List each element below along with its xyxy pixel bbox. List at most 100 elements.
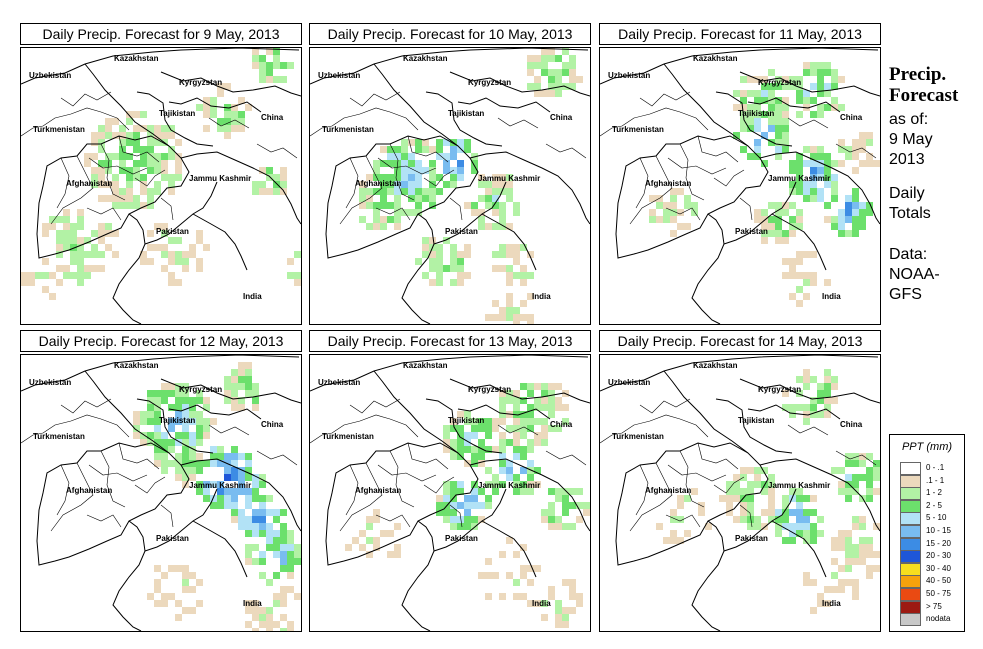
- precip-cell: [154, 132, 161, 139]
- precip-cell: [266, 174, 273, 181]
- precip-cell: [196, 265, 203, 272]
- precip-cell: [359, 202, 366, 209]
- boundary-line: [423, 476, 455, 494]
- precip-cell: [831, 467, 838, 474]
- precip-cell: [175, 453, 182, 460]
- precip-cell: [175, 279, 182, 286]
- precip-cell: [492, 209, 499, 216]
- boundary-line: [168, 97, 262, 113]
- precip-cell: [245, 383, 252, 390]
- precip-cell: [105, 167, 112, 174]
- precip-cell: [859, 523, 866, 530]
- precip-cell: [485, 446, 492, 453]
- precip-cell: [273, 530, 280, 537]
- precip-cell: [803, 495, 810, 502]
- precip-cell: [768, 111, 775, 118]
- precip-cell: [415, 258, 422, 265]
- precip-cell: [768, 216, 775, 223]
- precip-cell: [154, 181, 161, 188]
- precip-cell: [817, 104, 824, 111]
- precip-cell: [873, 488, 880, 495]
- precip-cell: [520, 425, 527, 432]
- precip-cell: [733, 132, 740, 139]
- precip-cell: [140, 174, 147, 181]
- precip-cell: [154, 432, 161, 439]
- precip-cell: [649, 195, 656, 202]
- precip-cell: [576, 516, 583, 523]
- precip-cell: [555, 600, 562, 607]
- precip-cell: [380, 223, 387, 230]
- boundary-line: [407, 135, 449, 163]
- precip-cell: [422, 272, 429, 279]
- precip-cell: [408, 209, 415, 216]
- precip-cell: [63, 230, 70, 237]
- precip-cell: [154, 404, 161, 411]
- precip-cell: [457, 139, 464, 146]
- precip-cell: [245, 453, 252, 460]
- precip-cell: [133, 146, 140, 153]
- precip-cell: [824, 586, 831, 593]
- precip-cell: [817, 195, 824, 202]
- precip-cell: [210, 97, 217, 104]
- precip-cell: [401, 181, 408, 188]
- precip-cell: [852, 230, 859, 237]
- precip-cell: [252, 558, 259, 565]
- precip-cell: [555, 383, 562, 390]
- precip-cell: [866, 565, 873, 572]
- precip-cell: [754, 125, 761, 132]
- boundary-line: [423, 169, 455, 187]
- precip-cell: [154, 418, 161, 425]
- precip-cell: [782, 516, 789, 523]
- precip-cell: [266, 530, 273, 537]
- boundary-line: [497, 424, 539, 436]
- precip-cell: [429, 174, 436, 181]
- precip-cell: [203, 495, 210, 502]
- precip-cell: [520, 544, 527, 551]
- precip-cell: [562, 69, 569, 76]
- precip-cell: [527, 439, 534, 446]
- precip-cell: [238, 516, 245, 523]
- precip-cell: [70, 258, 77, 265]
- precip-cell: [266, 509, 273, 516]
- precip-cell: [670, 509, 677, 516]
- precip-cell: [810, 376, 817, 383]
- precip-cell: [740, 125, 747, 132]
- precip-cell: [394, 209, 401, 216]
- precip-cell: [287, 628, 294, 631]
- precip-cell: [182, 474, 189, 481]
- precip-cell: [775, 97, 782, 104]
- precip-cell: [803, 293, 810, 300]
- precip-cell: [803, 160, 810, 167]
- precip-cell: [161, 453, 168, 460]
- precip-cell: [520, 279, 527, 286]
- precip-cell: [168, 237, 175, 244]
- precip-cell: [387, 174, 394, 181]
- precip-cell: [824, 376, 831, 383]
- precip-cell: [817, 83, 824, 90]
- country-label: China: [550, 113, 573, 122]
- precip-cell: [147, 202, 154, 209]
- precip-cell: [259, 502, 266, 509]
- precip-cell: [824, 390, 831, 397]
- precip-cell: [548, 425, 555, 432]
- precip-cell: [98, 223, 105, 230]
- precip-cell: [231, 118, 238, 125]
- precip-cell: [408, 139, 415, 146]
- precip-cell: [485, 418, 492, 425]
- precip-cell: [380, 160, 387, 167]
- precip-cell: [775, 223, 782, 230]
- precip-cell: [196, 460, 203, 467]
- precip-cell: [831, 586, 838, 593]
- legend-label: 15 - 20: [926, 538, 951, 548]
- precip-cell: [782, 202, 789, 209]
- precip-cell: [513, 314, 520, 321]
- precip-cell: [754, 97, 761, 104]
- precip-cell: [280, 530, 287, 537]
- precip-cell: [782, 118, 789, 125]
- boundary-line: [747, 97, 841, 113]
- precip-cell: [520, 397, 527, 404]
- precip-cell: [287, 537, 294, 544]
- precip-cell: [866, 202, 873, 209]
- precip-cell: [140, 146, 147, 153]
- precip-cell: [506, 272, 513, 279]
